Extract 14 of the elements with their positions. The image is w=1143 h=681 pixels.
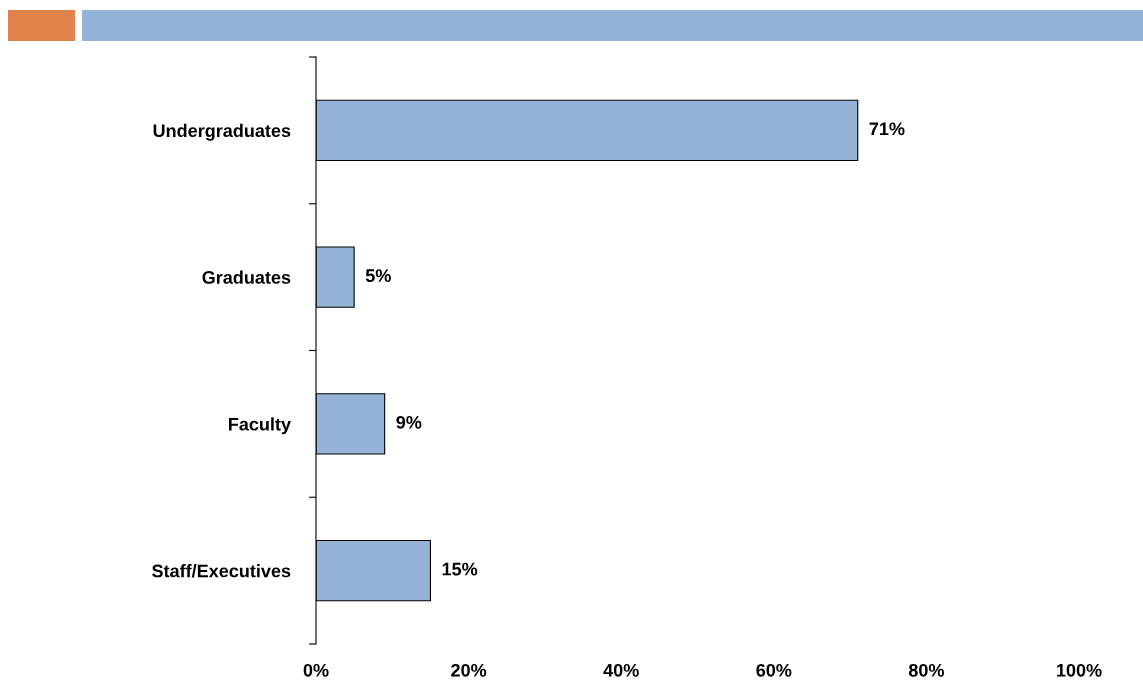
y-tick-label: Staff/Executives (152, 564, 291, 578)
x-tick-label: 40% (603, 663, 639, 677)
x-tick-label: 100% (1057, 663, 1102, 677)
y-tick-label: Faculty (229, 417, 291, 435)
y-tick-label: Graduates (202, 270, 291, 284)
x-tick-label: 0% (303, 663, 329, 677)
y-tick-label: Undergraduates (153, 123, 291, 141)
data-label: 5% (365, 269, 391, 282)
x-tick-label: 80% (908, 663, 944, 677)
data-label: 15% (442, 562, 478, 576)
x-tick-label: 60% (756, 663, 792, 677)
x-tick-label: 20% (451, 663, 487, 677)
data-label: 71% (869, 122, 905, 136)
data-label: 9% (396, 415, 422, 429)
